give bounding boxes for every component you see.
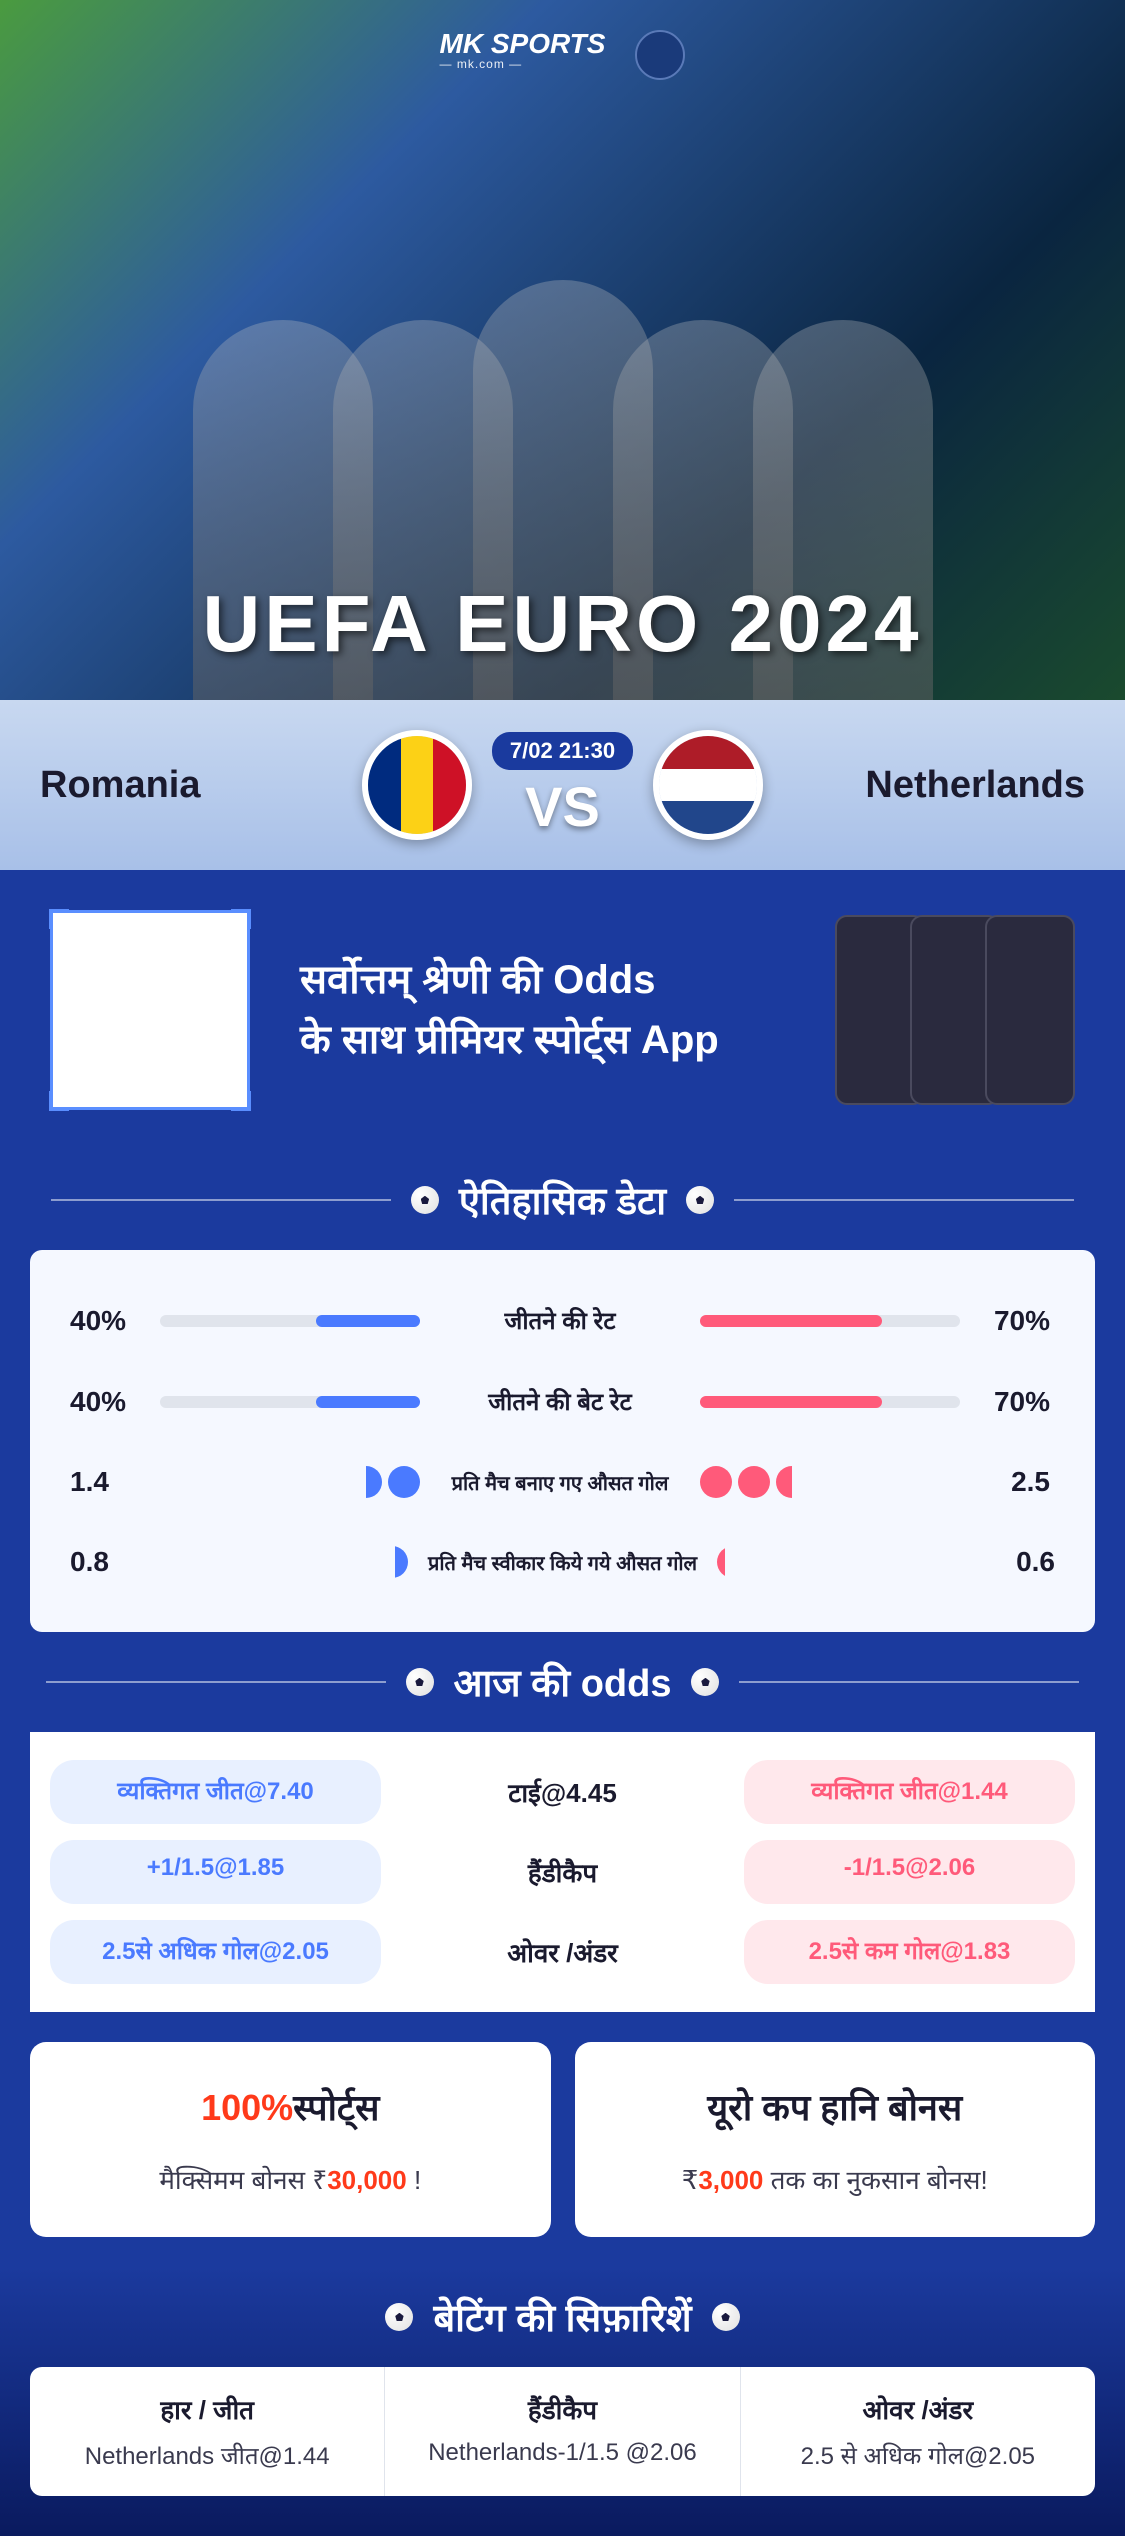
stat-right-value: 0.6	[965, 1546, 1055, 1578]
stat-bar-left	[160, 1315, 420, 1327]
bonus-amount: 30,000	[327, 2165, 407, 2195]
match-time: 7/02 21:30	[492, 732, 633, 770]
odds-center-label[interactable]: टाई@4.45	[397, 1760, 728, 1824]
goal-icons-left	[160, 1466, 420, 1498]
rec-col-handicap[interactable]: हैंडीकैप Netherlands-1/1.5 @2.06	[385, 2367, 740, 2496]
logo-bar: MK SPORTS — mk.com —	[440, 0, 686, 110]
goal-icons-right	[700, 1466, 960, 1498]
stat-label: प्रति मैच स्वीकार किये गये औसत गोल	[408, 1549, 717, 1576]
rec-value: 2.5 से अधिक गोल@2.05	[761, 2439, 1075, 2472]
club-badge-icon	[635, 30, 685, 80]
rec-label: ओवर /अंडर	[761, 2391, 1075, 2427]
team-right-name: Netherlands	[763, 764, 1085, 807]
rec-label: हैंडीकैप	[405, 2391, 719, 2427]
promo-line-2: के साथ प्रीमियर स्पोर्ट्स App	[300, 1018, 719, 1062]
bonus-title: यूरो कप हानि बोनस	[605, 2082, 1066, 2131]
stat-label: प्रति मैच बनाए गए औसत गोल	[420, 1469, 700, 1496]
stat-row-goals-scored: 1.4 प्रति मैच बनाए गए औसत गोल 2.5	[70, 1442, 1055, 1522]
rec-label: हार / जीत	[50, 2391, 364, 2427]
rec-value: Netherlands-1/1.5 @2.06	[405, 2439, 719, 2467]
stat-bar-right	[700, 1396, 960, 1408]
stat-left-value: 1.4	[70, 1466, 160, 1498]
stat-row-goals-conceded: 0.8 प्रति मैच स्वीकार किये गये औसत गोल 0…	[70, 1522, 1055, 1602]
odds-right-button[interactable]: व्यक्तिगत जीत@1.44	[744, 1760, 1075, 1824]
odds-title: आज की odds	[454, 1656, 672, 1708]
football-icon	[406, 1668, 434, 1696]
vs-text: VS	[525, 774, 600, 839]
recommendations-grid: हार / जीत Netherlands जीत@1.44 हैंडीकैप …	[30, 2367, 1095, 2496]
recommendations-section: बेटिंग की सिफ़ारिशें हार / जीत Netherlan…	[0, 2267, 1125, 2536]
bonus-card-sports[interactable]: 100%स्पोर्ट्स मैक्सिमम बोनस ₹30,000 !	[30, 2042, 551, 2237]
qr-code-placeholder[interactable]	[50, 910, 250, 1110]
bonus-section: 100%स्पोर्ट्स मैक्सिमम बोनस ₹30,000 ! यू…	[0, 2012, 1125, 2267]
football-icon	[691, 1668, 719, 1696]
bonus-accent: 100%	[201, 2087, 293, 2128]
bonus-sub-prefix: ₹	[682, 2165, 699, 2195]
odds-center-label: हैंडीकैप	[397, 1840, 728, 1904]
odds-left-button[interactable]: व्यक्तिगत जीत@7.40	[50, 1760, 381, 1824]
stat-left-value: 0.8	[70, 1546, 160, 1578]
bonus-amount: 3,000	[698, 2165, 763, 2195]
odds-row-over-under: 2.5से अधिक गोल@2.05 ओवर /अंडर 2.5से कम ग…	[30, 1912, 1095, 1992]
match-center: 7/02 21:30 VS	[362, 730, 763, 840]
odds-row-winner: व्यक्तिगत जीत@7.40 टाई@4.45 व्यक्तिगत जी…	[30, 1752, 1095, 1832]
bonus-subtitle: ₹3,000 तक का नुकसान बोनस!	[605, 2161, 1066, 2197]
phone-mockups-icon	[850, 915, 1075, 1105]
odds-right-button[interactable]: -1/1.5@2.06	[744, 1840, 1075, 1904]
stat-row-bet-rate: 40% जीतने की बेट रेट 70%	[70, 1361, 1055, 1442]
stat-label: जीतने की बेट रेट	[420, 1385, 700, 1418]
hero-title: UEFA EURO 2024	[203, 578, 923, 670]
bonus-sub-suffix: !	[407, 2165, 421, 2195]
bonus-sub-suffix: तक का नुकसान बोनस!	[763, 2165, 987, 2195]
logo-sub-text: — mk.com —	[440, 58, 606, 70]
stat-bar-left	[160, 1396, 420, 1408]
stat-label: जीतने की रेट	[420, 1304, 700, 1337]
odds-right-button[interactable]: 2.5से कम गोल@1.83	[744, 1920, 1075, 1984]
rec-col-win-loss[interactable]: हार / जीत Netherlands जीत@1.44	[30, 2367, 385, 2496]
stat-left-value: 40%	[70, 1386, 160, 1418]
promo-banner[interactable]: सर्वोत्तम् श्रेणी की Odds के साथ प्रीमिय…	[0, 870, 1125, 1150]
bonus-subtitle: मैक्सिमम बोनस ₹30,000 !	[60, 2161, 521, 2197]
historical-stats-panel: 40% जीतने की रेट 70% 40% जीतने की बेट रे…	[30, 1250, 1095, 1632]
historical-title: ऐतिहासिक डेटा	[459, 1174, 666, 1226]
stat-row-win-rate: 40% जीतने की रेट 70%	[70, 1280, 1055, 1361]
football-icon	[411, 1186, 439, 1214]
football-icon	[385, 2303, 413, 2331]
hero-banner: MK SPORTS — mk.com — UEFA EURO 2024	[0, 0, 1125, 700]
bonus-title-text: स्पोर्ट्स	[293, 2087, 379, 2128]
odds-header: आज की odds	[0, 1632, 1125, 1732]
stat-left-value: 40%	[70, 1305, 160, 1337]
bonus-sub-prefix: मैक्सिमम बोनस ₹	[159, 2165, 327, 2195]
stat-right-value: 70%	[960, 1305, 1050, 1337]
promo-text: सर्वोत्तम् श्रेणी की Odds के साथ प्रीमिय…	[300, 950, 800, 1070]
goal-icons-right	[717, 1546, 965, 1578]
historical-header: ऐतिहासिक डेटा	[0, 1150, 1125, 1250]
promo-line-1: सर्वोत्तम् श्रेणी की Odds	[300, 958, 655, 1002]
odds-row-handicap: +1/1.5@1.85 हैंडीकैप -1/1.5@2.06	[30, 1832, 1095, 1912]
odds-left-button[interactable]: 2.5से अधिक गोल@2.05	[50, 1920, 381, 1984]
bonus-title: 100%स्पोर्ट्स	[60, 2082, 521, 2131]
stat-bar-right	[700, 1315, 960, 1327]
football-icon	[686, 1186, 714, 1214]
recommendations-header: बेटिंग की सिफ़ारिशें	[30, 2267, 1095, 2367]
flag-romania-icon	[362, 730, 472, 840]
mk-sports-logo: MK SPORTS — mk.com —	[440, 30, 606, 80]
rec-col-over-under[interactable]: ओवर /अंडर 2.5 से अधिक गोल@2.05	[741, 2367, 1095, 2496]
odds-grid: व्यक्तिगत जीत@7.40 टाई@4.45 व्यक्तिगत जी…	[30, 1732, 1095, 2012]
football-icon	[712, 2303, 740, 2331]
stat-right-value: 70%	[960, 1386, 1050, 1418]
goal-icons-left	[160, 1546, 408, 1578]
stat-right-value: 2.5	[960, 1466, 1050, 1498]
vs-block: 7/02 21:30 VS	[492, 732, 633, 839]
logo-main-text: MK SPORTS	[440, 30, 606, 58]
match-header: Romania 7/02 21:30 VS Netherlands	[0, 700, 1125, 870]
recommendations-title: बेटिंग की सिफ़ारिशें	[433, 2291, 691, 2343]
bonus-card-euro-loss[interactable]: यूरो कप हानि बोनस ₹3,000 तक का नुकसान बो…	[575, 2042, 1096, 2237]
odds-left-button[interactable]: +1/1.5@1.85	[50, 1840, 381, 1904]
odds-center-label: ओवर /अंडर	[397, 1920, 728, 1984]
team-left-name: Romania	[40, 764, 362, 807]
flag-netherlands-icon	[653, 730, 763, 840]
rec-value: Netherlands जीत@1.44	[50, 2439, 364, 2472]
